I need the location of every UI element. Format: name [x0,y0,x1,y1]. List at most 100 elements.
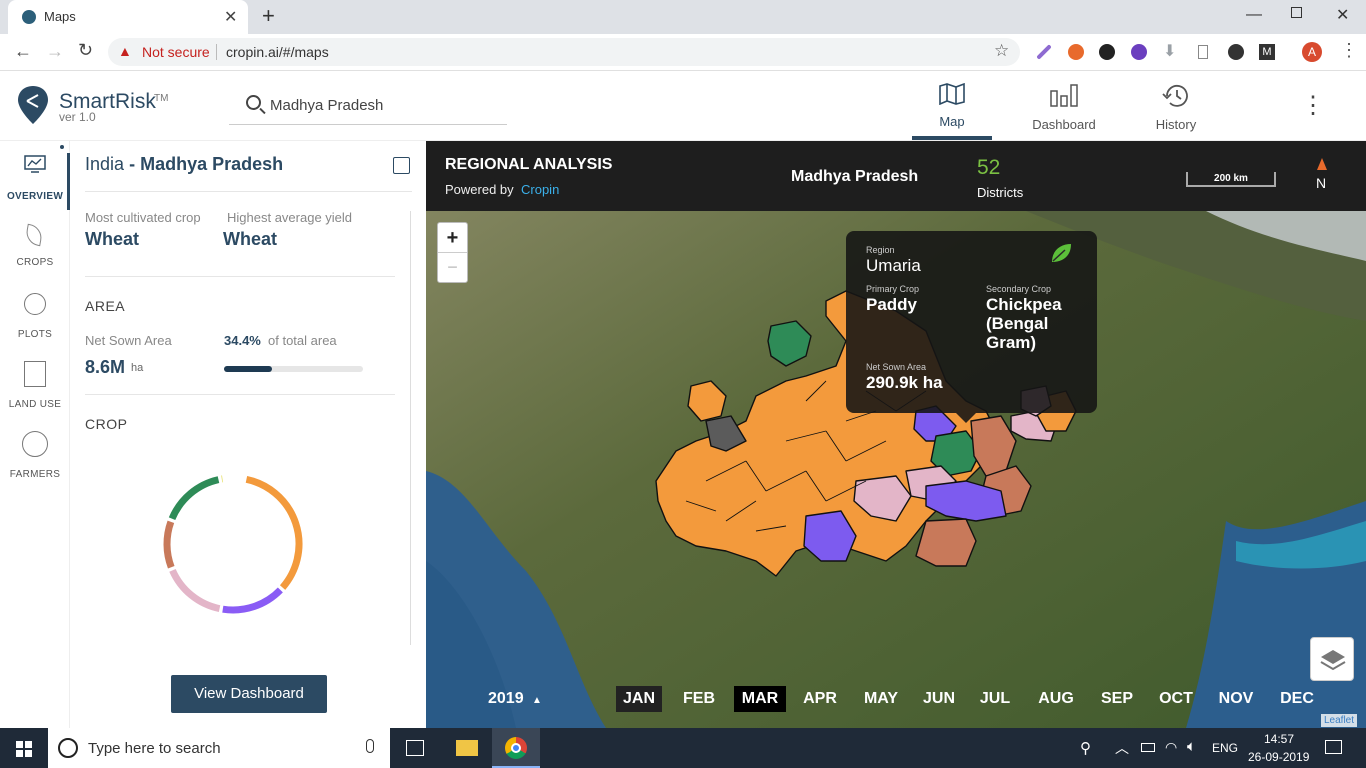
extension-gmail-icon[interactable]: M [1259,44,1275,60]
maximize-icon[interactable] [1291,7,1302,18]
donut-segment[interactable] [245,475,303,590]
back-icon[interactable]: ← [14,41,32,61]
app-menu-icon[interactable]: ⋮ [1301,92,1325,119]
leaflet-attribution[interactable]: Leaflet [1321,714,1358,727]
month-dec[interactable]: DEC [1280,690,1314,707]
close-window-icon[interactable]: ✕ [1336,7,1350,24]
layers-button[interactable] [1310,637,1354,681]
tab-title: Maps [44,9,76,24]
new-tab-icon[interactable]: + [262,3,275,28]
cortana-icon [58,738,78,758]
donut-segment[interactable] [222,587,283,614]
taskbar-search-box[interactable]: Type here to search [48,728,390,768]
month-oct[interactable]: OCT [1159,690,1193,707]
dashboard-chart-icon [1050,84,1078,107]
omnibox[interactable]: ▲ Not secure cropin.ai/#/maps ☆ [108,38,1020,66]
month-feb[interactable]: FEB [683,690,715,707]
clock-time[interactable]: 14:57 [1264,732,1295,746]
warning-icon: ▲ [118,43,132,59]
url-text: cropin.ai/#/maps [226,44,329,60]
people-icon[interactable]: ⚲ [1080,740,1091,757]
leftnav-crops[interactable]: CROPS [0,223,70,273]
minimize-icon[interactable]: — [1246,6,1262,23]
plots-globe-icon [24,293,46,315]
donut-segment[interactable] [168,476,220,521]
browser-tab[interactable]: Maps ✕ [8,0,248,34]
panel-title-sep: - [129,154,136,174]
reload-icon[interactable]: ↻ [78,40,94,60]
nav-dashboard[interactable]: Dashboard [1024,71,1104,141]
extension-zip-icon[interactable] [1198,45,1208,59]
microphone-icon[interactable] [366,739,374,753]
extension-k-icon[interactable] [1228,44,1244,60]
search-input[interactable] [270,93,506,117]
tray-chevron-icon[interactable]: ︿ [1115,740,1129,756]
month-jan[interactable]: JAN [616,686,662,712]
view-dashboard-button[interactable]: View Dashboard [171,675,327,713]
map-container[interactable]: REGIONAL ANALYSIS Powered by Cropin Madh… [426,141,1366,728]
clock-date[interactable]: 26-09-2019 [1248,750,1310,764]
nav-map[interactable]: Map [912,71,992,141]
extension-arrow-down-icon[interactable]: ⬇ [1163,43,1177,60]
forward-icon[interactable]: → [46,41,64,61]
save-icon[interactable] [393,157,410,174]
leaf-icon [1052,244,1071,262]
month-apr[interactable]: APR [803,690,837,707]
extension-fire-icon[interactable] [1068,44,1084,60]
month-may[interactable]: MAY [863,690,899,707]
windows-start-icon[interactable] [16,741,32,757]
search-underline [229,124,507,125]
month-aug[interactable]: AUG [1038,690,1074,707]
north-label: N [1316,175,1327,191]
nav-history[interactable]: History [1136,71,1216,141]
battery-icon[interactable] [1141,743,1155,752]
zoom-in-button[interactable]: + [438,223,467,253]
net-sown-label: Net Sown Area [85,333,172,348]
month-jul[interactable]: JUL [979,690,1011,707]
farmers-person-icon [22,431,48,457]
task-view-icon[interactable] [406,740,424,756]
volume-icon[interactable]: 🔈︎ [1187,738,1197,755]
bookmark-star-icon[interactable]: ☆ [994,41,1010,60]
crops-leaf-icon [24,223,44,247]
month-jun[interactable]: JUN [922,690,955,707]
leftnav-plots[interactable]: PLOTS [0,291,70,341]
extension-feather-icon[interactable] [1036,44,1052,60]
banner-districts-label: Districts [977,185,1024,200]
month-mar[interactable]: MAR [734,686,786,712]
banner-title: REGIONAL ANALYSIS [445,156,613,173]
donut-segment[interactable] [169,568,221,613]
month-sep[interactable]: SEP [1100,690,1133,707]
crop-heading: CROP [85,416,128,432]
app-tm: TM [154,93,169,104]
district-choropleth[interactable] [426,141,1366,728]
nav-map-active-indicator [912,136,992,140]
file-explorer-icon[interactable] [456,740,478,756]
leftnav-farmers[interactable]: FARMERS [0,431,70,481]
year-selector[interactable]: 2019 ▲ [488,686,542,712]
profile-avatar[interactable]: A [1302,42,1322,62]
zoom-out-button[interactable]: − [447,257,458,277]
browser-menu-icon[interactable]: ⋮ [1340,40,1358,60]
north-arrow-icon [1317,158,1327,170]
notification-icon[interactable] [1325,740,1342,754]
language-indicator[interactable]: ENG [1212,741,1239,755]
leftnav-land-use[interactable]: LAND USE [0,359,70,411]
month-nov[interactable]: NOV [1218,690,1254,707]
map-icon [939,83,965,105]
tooltip-primary: Paddy [866,295,918,314]
tab-close-icon[interactable]: ✕ [224,9,238,26]
search-icon-handle [259,107,266,115]
overview-dot [60,145,64,149]
chrome-icon-center [511,743,521,753]
extension-download-icon[interactable] [1099,44,1115,60]
extension-downloader-icon[interactable] [1131,44,1147,60]
tooltip-region: Umaria [866,256,921,275]
leftnav-overview[interactable]: OVERVIEW [0,145,70,210]
wifi-icon[interactable]: ◠ [1165,739,1178,755]
smartrisk-logo-icon [18,86,48,124]
net-sown-unit: ha [131,362,144,374]
panel-scroll-track[interactable] [410,211,411,645]
pct-bar-track [224,366,363,372]
donut-segment[interactable] [163,520,175,569]
